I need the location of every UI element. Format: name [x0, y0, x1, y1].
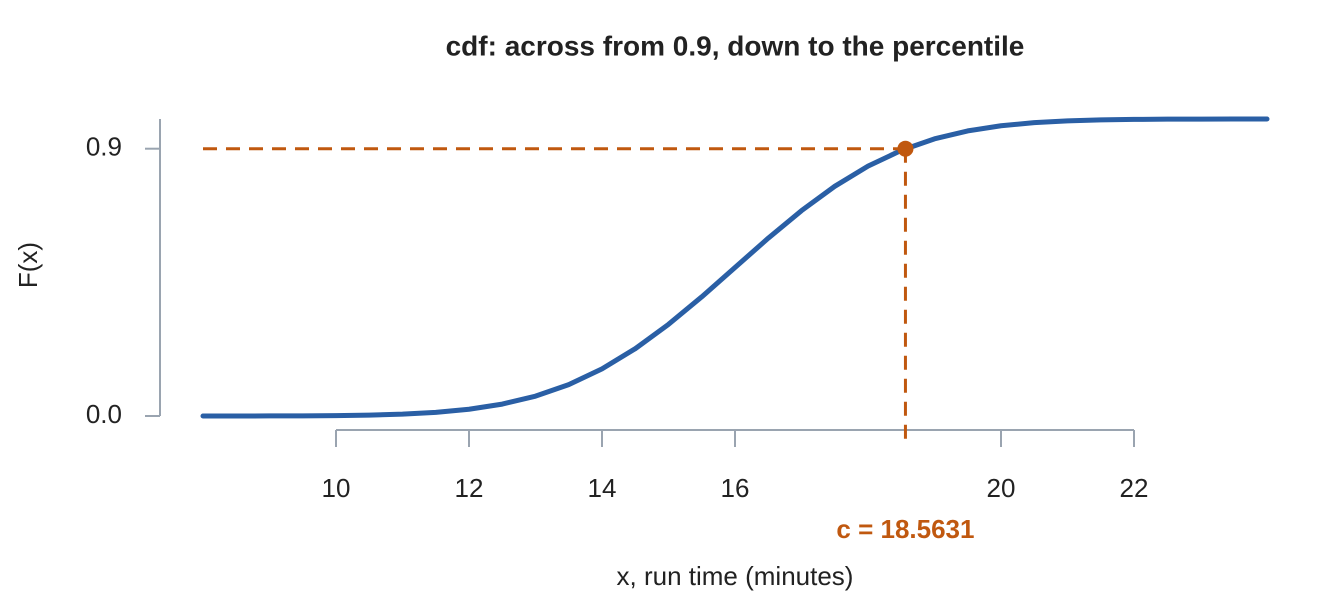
- y-axis-label: F(x): [13, 242, 43, 288]
- cdf-line: [200, 116, 1270, 419]
- x-tick-label: 22: [1120, 473, 1149, 503]
- y-tick-label: 0.9: [86, 132, 122, 162]
- x-tick-label: 10: [322, 473, 351, 503]
- percentile-point: [897, 140, 914, 157]
- x-tick-label: 16: [721, 473, 750, 503]
- y-tick-label: 0.0: [86, 399, 122, 429]
- percentile-label: c = 18.5631: [836, 514, 974, 544]
- x-axis-label: x, run time (minutes): [617, 561, 854, 591]
- x-tick-label: 20: [987, 473, 1016, 503]
- chart-title: cdf: across from 0.9, down to the percen…: [446, 30, 1025, 61]
- x-tick-label: 14: [588, 473, 617, 503]
- x-tick-label: 12: [455, 473, 484, 503]
